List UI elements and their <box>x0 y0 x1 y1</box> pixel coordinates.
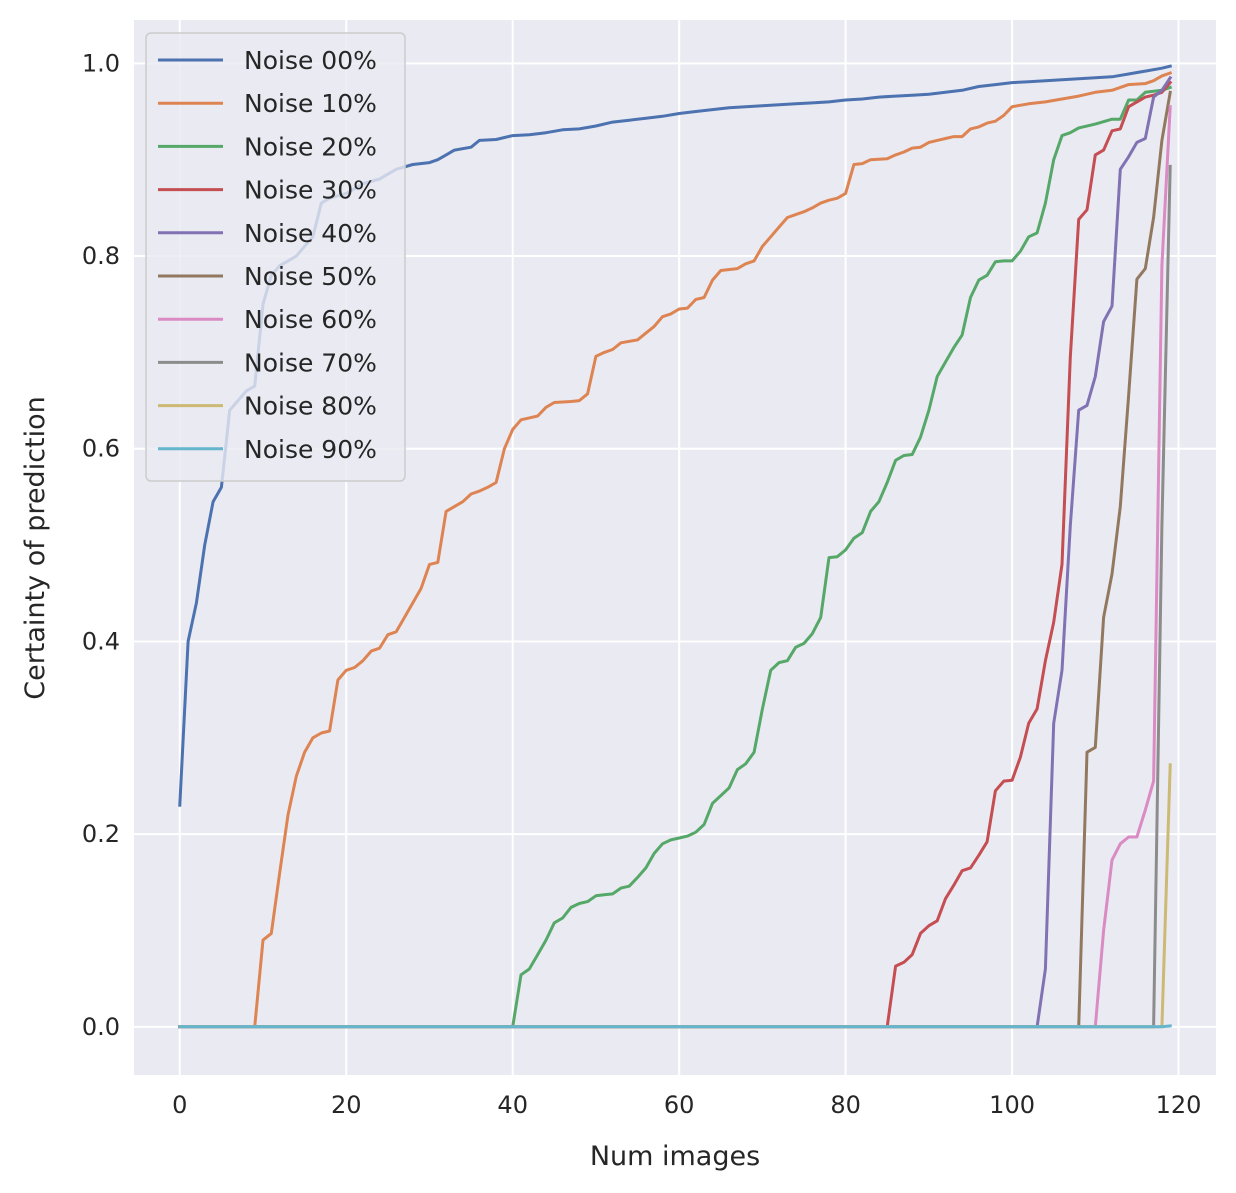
y-tick-label: 0.4 <box>82 627 120 655</box>
y-tick-label: 1.0 <box>82 49 120 77</box>
legend-label-1: Noise 10% <box>244 89 377 118</box>
series-line-6 <box>178 105 1172 1029</box>
tick-labels: 0 20 40 60 80 100 120 0.0 0.2 0.4 0.6 0.8 1.0 <box>82 49 1202 1119</box>
x-tick-label: 120 <box>1156 1091 1202 1119</box>
x-tick-label: 20 <box>331 1091 362 1119</box>
y-tick-label: 0.2 <box>82 820 120 848</box>
legend-label-2: Noise 20% <box>244 132 377 161</box>
legend-label-8: Noise 80% <box>244 392 377 421</box>
y-tick-label: 0.6 <box>82 435 120 463</box>
legend-label-4: Noise 40% <box>244 219 377 248</box>
series-line-9 <box>178 1024 1172 1029</box>
x-axis-label: Num images <box>590 1141 760 1172</box>
series-line-2 <box>178 85 1173 1029</box>
series-lines <box>178 64 1173 1029</box>
x-tick-label: 80 <box>830 1091 861 1119</box>
x-tick-label: 0 <box>172 1091 187 1119</box>
series-line-1 <box>178 71 1173 1029</box>
series-line-3 <box>178 80 1173 1029</box>
series-line-4 <box>178 75 1173 1029</box>
legend-label-0: Noise 00% <box>244 46 377 75</box>
legend-label-6: Noise 60% <box>244 305 377 334</box>
x-tick-label: 60 <box>664 1091 695 1119</box>
legend: Noise 00% Noise 10% Noise 20% Noise 30% Nois… <box>145 32 406 482</box>
legend-label-5: Noise 50% <box>244 262 377 291</box>
legend-label-9: Noise 90% <box>244 435 377 464</box>
x-tick-label: 40 <box>497 1091 528 1119</box>
legend-label-3: Noise 30% <box>244 176 377 205</box>
y-tick-label: 0.0 <box>82 1013 120 1041</box>
series-line-5 <box>178 90 1172 1029</box>
x-tick-label: 100 <box>989 1091 1035 1119</box>
y-axis-label: Certainty of prediction <box>20 396 51 700</box>
legend-label-7: Noise 70% <box>244 348 377 377</box>
y-tick-label: 0.8 <box>82 242 120 270</box>
